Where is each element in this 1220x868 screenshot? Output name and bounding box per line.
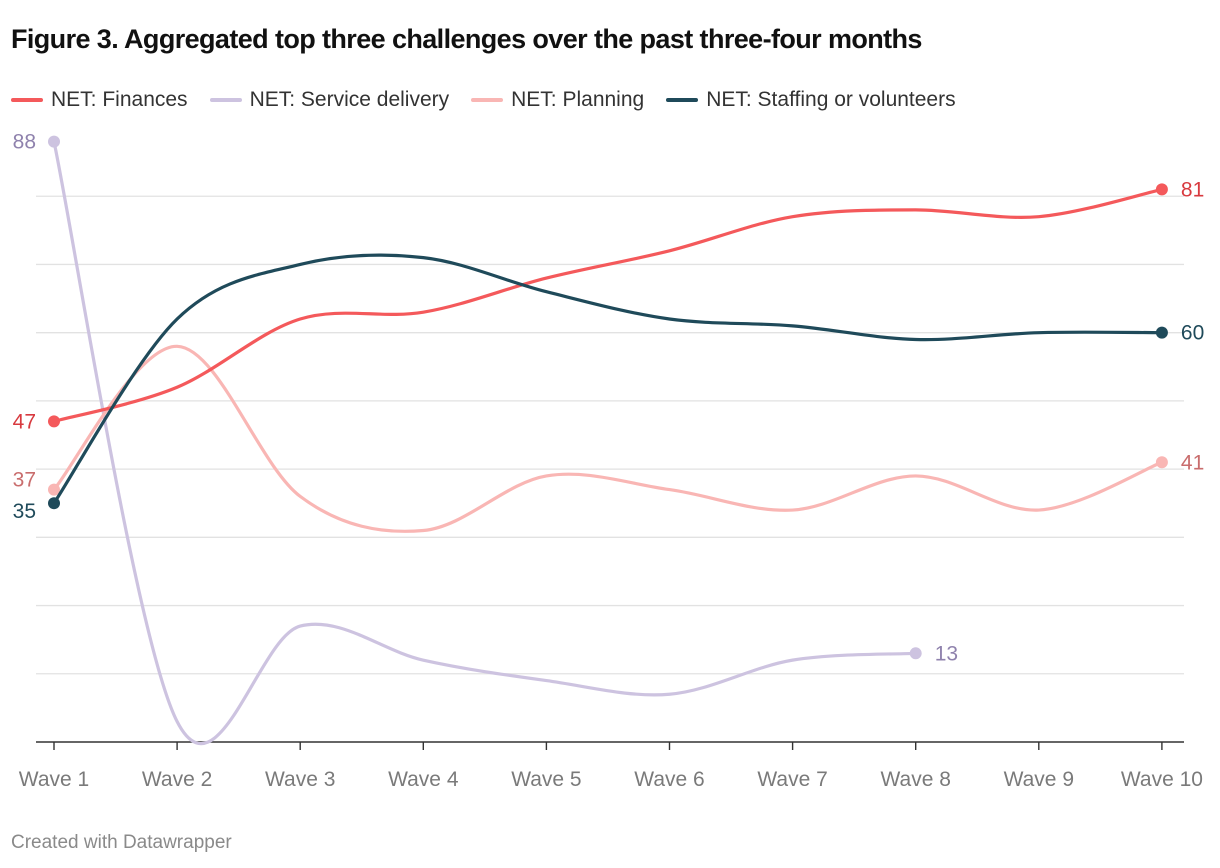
legend-item-staffing: NET: Staffing or volunteers — [666, 88, 956, 112]
x-tick-label: Wave 9 — [1004, 768, 1074, 791]
data-label-start-service-delivery: 88 — [13, 131, 36, 154]
legend-label-service-delivery: NET: Service delivery — [249, 88, 450, 111]
x-tick-label: Wave 1 — [19, 768, 89, 791]
series-line-finances — [52, 187, 1164, 423]
data-point-staffing-or-volunteers — [48, 497, 60, 510]
series-line-staffing-or-volunteers — [52, 253, 1164, 505]
data-point-finances — [48, 415, 60, 428]
legend-swatch-staffing — [666, 98, 699, 102]
data-label-end-staffing-or-volunteers: 60 — [1181, 322, 1204, 345]
legend-swatch-planning — [471, 98, 504, 102]
legend-label-planning: NET: Planning — [511, 88, 645, 111]
legend-item-planning: NET: Planning — [471, 88, 644, 112]
x-tick-label: Wave 2 — [142, 768, 212, 791]
legend-item-finances: NET: Finances — [11, 88, 188, 112]
legend-label-finances: NET: Finances — [51, 88, 188, 111]
x-tick-label: Wave 3 — [265, 768, 335, 791]
x-tick-label: Wave 6 — [634, 768, 704, 791]
data-point-finances — [1155, 183, 1168, 196]
data-label-end-planning: 41 — [1181, 451, 1204, 474]
data-label-end-finances: 81 — [1181, 178, 1204, 201]
x-tick-label: Wave 8 — [880, 768, 950, 791]
data-label-start-finances: 47 — [13, 410, 36, 433]
data-label-start-staffing-or-volunteers: 35 — [13, 500, 36, 523]
legend-item-service-delivery: NET: Service delivery — [209, 88, 450, 112]
series-line-service-delivery — [52, 140, 918, 745]
data-point-staffing-or-volunteers — [1155, 326, 1168, 339]
x-tick-label: Wave 4 — [388, 768, 459, 791]
x-tick-label: Wave 10 — [1121, 768, 1203, 791]
data-point-planning — [48, 483, 60, 496]
series-line-planning — [52, 344, 1164, 533]
legend-swatch-finances — [11, 98, 43, 102]
chart-title: Figure 3. Aggregated top three challenge… — [11, 24, 922, 54]
data-point-planning — [1155, 456, 1168, 469]
x-tick-label: Wave 5 — [511, 768, 581, 791]
data-point-service-delivery — [909, 647, 922, 660]
legend-swatch-service-delivery — [209, 98, 242, 102]
x-tick-label: Wave 7 — [757, 768, 827, 791]
data-label-start-planning: 37 — [13, 469, 36, 492]
data-point-service-delivery — [48, 135, 60, 148]
legend-label-staffing: NET: Staffing or volunteers — [706, 88, 956, 111]
data-label-end-service-delivery: 13 — [935, 642, 958, 665]
legend: NET: Finances NET: Service delivery NET:… — [11, 88, 978, 112]
footer-credit: Created with Datawrapper — [11, 832, 232, 853]
